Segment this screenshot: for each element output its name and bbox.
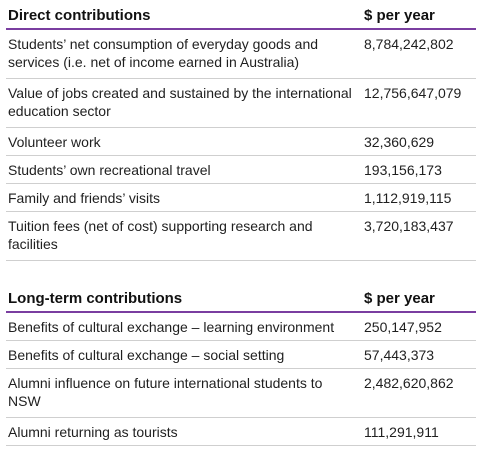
table-row: Students’ net consumption of everyday go… (6, 30, 476, 79)
table-header: Long-term contributions $ per year (6, 283, 476, 313)
row-label: Benefits of cultural exchange – learning… (8, 319, 335, 335)
row-value: 57,443,373 (364, 347, 435, 363)
row-value: 250,147,952 (364, 319, 442, 335)
row-value: 12,756,647,079 (364, 85, 462, 101)
row-label: Tuition fees (net of cost) supporting re… (8, 218, 313, 252)
table-row: Family and friends’ visits 1,112,919,115 (6, 184, 476, 212)
column-header-contribution: Long-term contributions (8, 290, 183, 307)
column-header-value: $ per year (364, 7, 435, 24)
table-row: Alumni returning as tourists 111,291,911 (6, 418, 476, 446)
row-label: Family and friends’ visits (8, 190, 160, 206)
row-label: Benefits of cultural exchange – social s… (8, 347, 285, 363)
row-label: Students’ own recreational travel (8, 162, 211, 178)
row-label: Volunteer work (8, 134, 101, 150)
long-term-contributions-table: Long-term contributions $ per year Benef… (6, 283, 476, 446)
row-value: 1,112,919,115 (364, 190, 452, 206)
table-row: Alumni influence on future international… (6, 369, 476, 418)
row-value: 2,482,620,862 (364, 375, 454, 391)
table-row: Benefits of cultural exchange – social s… (6, 341, 476, 369)
table-row: Students’ own recreational travel 193,15… (6, 156, 476, 184)
direct-contributions-table: Direct contributions $ per year Students… (6, 0, 476, 261)
row-value: 193,156,173 (364, 162, 442, 178)
row-label: Students’ net consumption of everyday go… (8, 36, 319, 70)
row-value: 8,784,242,802 (364, 36, 454, 52)
row-value: 3,720,183,437 (364, 218, 454, 234)
column-header-value: $ per year (364, 290, 435, 307)
column-header-contribution: Direct contributions (8, 7, 151, 24)
table-header: Direct contributions $ per year (6, 0, 476, 30)
row-value: 32,360,629 (364, 134, 435, 150)
row-value: 111,291,911 (364, 424, 439, 440)
row-label: Value of jobs created and sustained by t… (8, 85, 352, 119)
table-row: Tuition fees (net of cost) supporting re… (6, 212, 476, 261)
table-row: Value of jobs created and sustained by t… (6, 79, 476, 128)
row-label: Alumni returning as tourists (8, 424, 178, 440)
table-row: Benefits of cultural exchange – learning… (6, 313, 476, 341)
row-label: Alumni influence on future international… (8, 375, 323, 409)
table-row: Volunteer work 32,360,629 (6, 128, 476, 156)
